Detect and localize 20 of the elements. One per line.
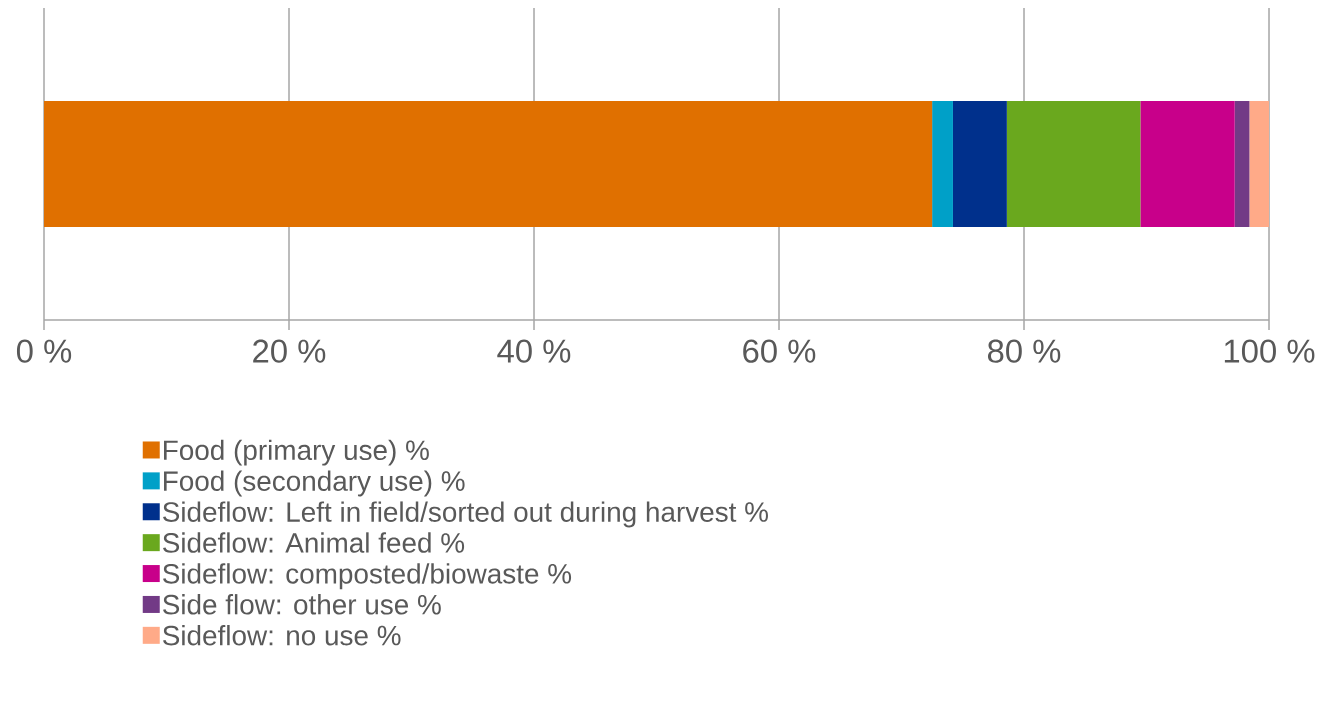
bar — [1140, 101, 1235, 227]
legend-label: Sideflow: Animal feed % — [163, 532, 465, 553]
legend-label: Side flow: other use % — [163, 594, 441, 615]
x-tick-label: 100 % — [1224, 339, 1315, 363]
bar — [952, 101, 1007, 227]
bar — [932, 101, 953, 227]
x-tick-label: 60 % — [743, 339, 816, 363]
x-tick-label: 20 % — [253, 339, 326, 363]
legend-label: Food (secondary use) % — [164, 470, 465, 497]
bar — [1249, 101, 1269, 227]
legend-label: Sideflow: no use % — [163, 624, 401, 646]
bar — [1006, 101, 1141, 227]
x-tick-label: 0 % — [16, 339, 72, 363]
legend-label: Sideflow: composted/biowaste % — [163, 563, 572, 590]
x-tick-label: 80 % — [987, 339, 1061, 363]
bar — [44, 101, 933, 227]
x-tick-label: 40 % — [497, 339, 571, 363]
legend-label: Sideflow: Left in field/sorted out during harvest % — [163, 501, 768, 528]
legend-label: Food (primary use) % — [164, 439, 429, 466]
bar — [1234, 101, 1250, 227]
